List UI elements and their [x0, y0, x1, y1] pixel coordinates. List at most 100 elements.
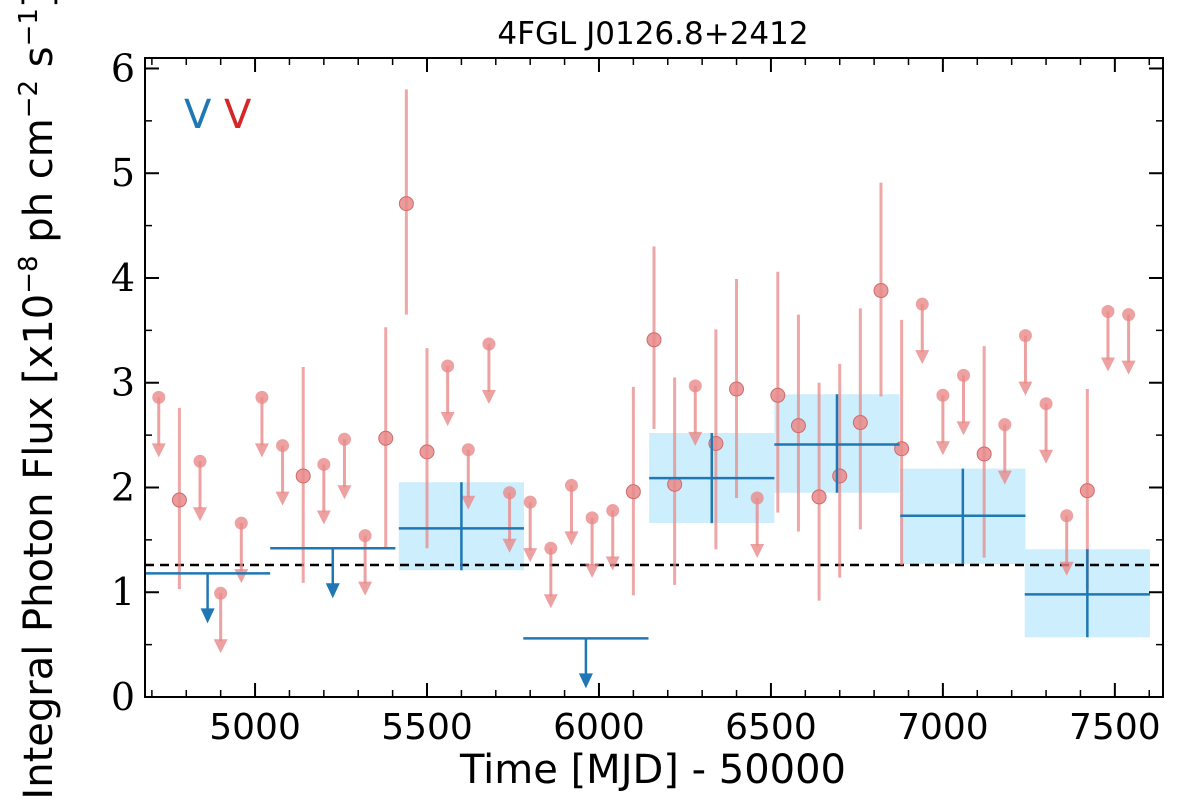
- y-axis-label-end: ]: [16, 0, 62, 8]
- narrow-ul-arrow: [461, 495, 476, 510]
- narrow-ul-marker: [1122, 308, 1136, 322]
- narrow-point: [625, 484, 641, 500]
- narrow-ul-arrow: [254, 443, 269, 458]
- narrow-ul-arrow: [1018, 381, 1033, 396]
- axes: 5000 5500 6000 6500 7000 7500 0 1 2 3 4 5 6: [111, 46, 1164, 748]
- narrow-ul-arrow: [358, 581, 373, 596]
- narrow-bin-series: [151, 89, 1136, 654]
- x-tick-label: 6000: [553, 707, 645, 748]
- wide-ul-arrow: [578, 673, 593, 689]
- narrow-point: [398, 196, 414, 212]
- narrow-ul-arrow: [234, 569, 249, 584]
- y-axis-label-exp1: −8: [14, 255, 44, 293]
- narrow-ul-marker: [564, 478, 578, 492]
- narrow-ul-marker: [482, 337, 496, 351]
- y-tick-label: 3: [111, 361, 135, 405]
- narrow-point: [873, 283, 889, 299]
- y-axis-label-mid2: s: [16, 46, 62, 80]
- narrow-ul-arrow: [997, 470, 1012, 485]
- narrow-ul-marker: [503, 486, 517, 500]
- narrow-ul-marker: [750, 491, 764, 505]
- narrow-ul-arrow: [481, 389, 496, 404]
- narrow-ul-marker: [936, 388, 950, 402]
- y-axis-label-exp2: −2: [14, 80, 44, 118]
- narrow-point: [419, 444, 435, 460]
- narrow-ul-marker: [544, 541, 558, 555]
- narrow-ul-marker: [915, 297, 929, 311]
- narrow-point: [770, 387, 786, 403]
- narrow-ul-arrow: [750, 543, 765, 558]
- x-tick-label: 7000: [897, 707, 989, 748]
- y-tick-label: 0: [111, 675, 135, 719]
- narrow-ul-arrow: [151, 443, 166, 458]
- narrow-point: [832, 468, 848, 484]
- y-tick-label: 5: [111, 151, 135, 195]
- wide-bin-series: [145, 394, 1150, 689]
- narrow-ul-marker: [317, 457, 331, 471]
- narrow-ul-arrow: [1059, 561, 1074, 576]
- x-tick-label: 5000: [209, 707, 301, 748]
- narrow-ul-arrow: [193, 507, 208, 522]
- narrow-ul-arrow: [1039, 449, 1054, 464]
- narrow-ul-arrow: [956, 421, 971, 436]
- narrow-ul-marker: [606, 504, 620, 518]
- narrow-ul-marker: [523, 495, 537, 509]
- narrow-ul-marker: [1060, 509, 1074, 523]
- narrow-ul-marker: [276, 439, 290, 453]
- narrow-point: [976, 446, 992, 462]
- y-tick-label: 1: [111, 570, 135, 614]
- narrow-ul-marker: [585, 511, 599, 525]
- narrow-point: [171, 492, 187, 508]
- narrow-ul-marker: [358, 529, 372, 543]
- narrow-point: [378, 430, 394, 446]
- narrow-ul-arrow: [543, 594, 558, 609]
- narrow-ul-arrow: [275, 491, 290, 506]
- narrow-ul-marker: [1039, 397, 1053, 411]
- narrow-ul-marker: [998, 418, 1012, 432]
- narrow-ul-arrow: [523, 548, 538, 563]
- narrow-ul-arrow: [337, 485, 352, 500]
- narrow-point: [646, 332, 662, 348]
- narrow-ul-marker: [214, 586, 228, 600]
- plot-frame: [144, 57, 1164, 698]
- narrow-ul-arrow: [316, 510, 331, 525]
- narrow-ul-arrow: [502, 538, 517, 553]
- narrow-ul-marker: [1101, 305, 1115, 319]
- narrow-point: [852, 415, 868, 431]
- legend-entry-blue: V: [184, 92, 212, 138]
- y-tick-label: 6: [111, 46, 135, 90]
- narrow-point: [811, 489, 827, 505]
- wide-ul-arrow: [325, 583, 340, 599]
- wide-ul-arrow: [200, 608, 215, 624]
- narrow-ul-marker: [957, 368, 971, 382]
- y-axis-label-main: Integral Photon Flux [x10: [16, 294, 62, 800]
- legend-entry-red: V: [224, 92, 252, 138]
- chart-title: 4FGL J0126.8+2412: [497, 16, 808, 52]
- narrow-point: [729, 381, 745, 397]
- x-tick-label: 6500: [725, 707, 817, 748]
- confidence-bands: [398, 394, 1150, 638]
- narrow-ul-arrow: [688, 431, 703, 446]
- y-axis-label-mid: ph cm: [16, 118, 62, 255]
- narrow-ul-marker: [461, 443, 475, 457]
- narrow-point: [790, 418, 806, 434]
- narrow-ul-arrow: [915, 350, 930, 365]
- narrow-ul-arrow: [440, 411, 455, 426]
- x-tick-label: 7500: [1069, 707, 1161, 748]
- y-tick-label: 2: [111, 465, 135, 509]
- x-axis-label: Time [MJD] - 50000: [459, 747, 846, 793]
- narrow-ul-arrow: [213, 639, 228, 654]
- narrow-ul-marker: [193, 454, 207, 468]
- narrow-ul-marker: [337, 432, 351, 446]
- narrow-ul-arrow: [1100, 357, 1115, 372]
- y-axis-label-exp3: −1: [14, 8, 44, 46]
- narrow-ul-arrow: [585, 563, 600, 578]
- narrow-ul-marker: [688, 379, 702, 393]
- narrow-ul-marker: [1018, 329, 1032, 343]
- narrow-ul-marker: [234, 516, 248, 530]
- narrow-ul-marker: [152, 390, 166, 404]
- narrow-ul-arrow: [605, 556, 620, 571]
- y-axis-label: Integral Photon Flux [x10−8 ph cm−2 s−1]: [14, 0, 62, 800]
